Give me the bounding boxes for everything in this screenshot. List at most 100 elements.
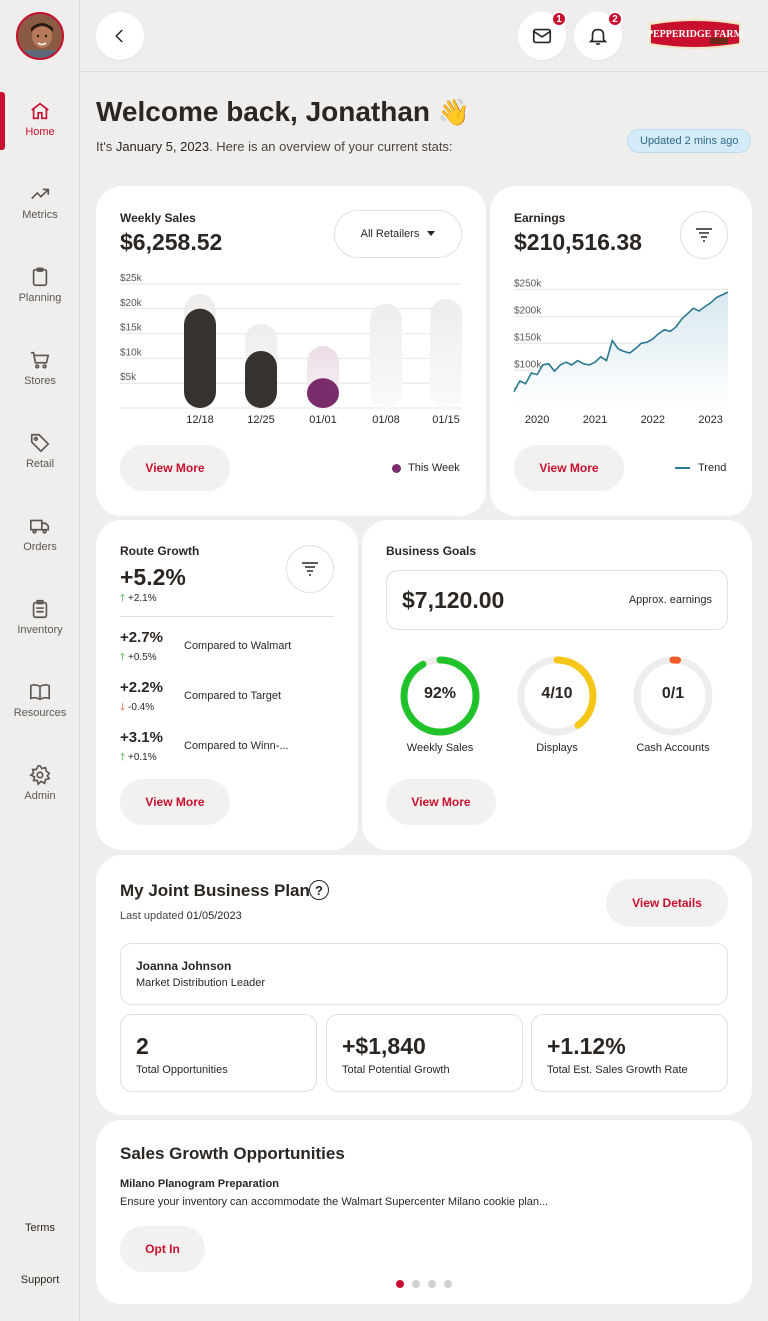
business-goals-view-more-button[interactable]: View More bbox=[386, 779, 496, 825]
opportunity-title: Milano Planogram Preparation bbox=[120, 1178, 279, 1190]
jbp-stat-card: +$1,840 Total Potential Growth bbox=[326, 1014, 523, 1092]
weekly-sales-chart: $5k $10k $15k $20k $25k 12/18 12/25 01/01 01/08 0… bbox=[120, 274, 462, 426]
wave-emoji: 👋 bbox=[437, 97, 471, 127]
book-icon bbox=[30, 684, 50, 701]
support-link[interactable]: Support bbox=[20, 1274, 60, 1286]
sidebar-item-resources[interactable]: Resources bbox=[0, 673, 80, 733]
x-tick-label: 01/08 bbox=[372, 414, 400, 426]
trend-line bbox=[513, 291, 729, 393]
goal-ring-value: 92% bbox=[423, 685, 457, 702]
x-tick-label: 2020 bbox=[525, 414, 549, 426]
help-icon[interactable]: ? bbox=[309, 880, 329, 900]
jbp-stat-card: 2 Total Opportunities bbox=[120, 1014, 317, 1092]
bar-track bbox=[370, 303, 402, 408]
x-tick-label: 01/01 bbox=[309, 414, 337, 426]
jbp-updated-date: 01/05/2023 bbox=[186, 910, 242, 922]
bar bbox=[184, 308, 216, 408]
y-tick-label: $100k bbox=[514, 359, 542, 370]
truck-icon bbox=[30, 519, 50, 534]
goal-ring-value: 0/1 bbox=[661, 685, 685, 702]
sidebar-item-inventory[interactable]: Inventory bbox=[0, 590, 80, 650]
retailer-dropdown[interactable]: All Retailers bbox=[334, 210, 462, 258]
sales-growth-opportunities-card: Sales Growth Opportunities Milano Planog… bbox=[96, 1120, 752, 1304]
earnings-label: Earnings bbox=[514, 211, 566, 225]
jbp-stat-value: +1.12% bbox=[547, 1033, 626, 1059]
mail-button[interactable]: 1 bbox=[518, 11, 567, 60]
weekly-sales-value: $6,258.52 bbox=[120, 229, 223, 255]
goal-ring-graphic bbox=[633, 656, 713, 736]
sidebar-item-label: Metrics bbox=[22, 209, 58, 221]
route-row-label: Compared to Walmart bbox=[184, 640, 292, 652]
earnings-filter-button[interactable] bbox=[680, 211, 728, 259]
sidebar-item-label: Admin bbox=[24, 790, 56, 802]
current-date: January 5, 2023 bbox=[115, 139, 210, 154]
route-row-value: +2.2% bbox=[120, 679, 163, 696]
sidebar-item-orders[interactable]: Orders bbox=[0, 507, 80, 567]
route-growth-filter-button[interactable] bbox=[286, 545, 334, 593]
sidebar-item-planning[interactable]: Planning bbox=[0, 258, 80, 318]
goal-ring-label: Displays bbox=[536, 742, 578, 754]
y-tick-label: $10k bbox=[120, 347, 143, 358]
x-tick-label: 12/25 bbox=[247, 414, 275, 426]
jbp-updated-prefix: Last updated bbox=[120, 910, 187, 922]
carousel-dot[interactable] bbox=[396, 1280, 404, 1288]
earnings-legend: Trend bbox=[675, 462, 726, 474]
carousel-dot[interactable] bbox=[428, 1280, 436, 1288]
y-tick-label: $200k bbox=[514, 305, 542, 316]
legend-swatch bbox=[392, 463, 401, 473]
contact-name: Joanna Johnson bbox=[136, 959, 232, 973]
route-row-delta-value: +0.1% bbox=[127, 752, 157, 763]
route-row-value: +2.7% bbox=[120, 629, 163, 646]
carousel-dot[interactable] bbox=[444, 1280, 452, 1288]
back-button[interactable] bbox=[96, 12, 144, 60]
sidebar-item-home[interactable]: Home bbox=[0, 92, 80, 152]
legend-swatch bbox=[675, 467, 690, 469]
approx-earnings-label: Approx. earnings bbox=[628, 594, 712, 606]
sidebar-item-retail[interactable]: Retail bbox=[0, 424, 80, 484]
jbp-stat-label: Total Est. Sales Growth Rate bbox=[547, 1064, 688, 1076]
route-growth-delta: 🡑 +2.1% bbox=[120, 593, 157, 604]
avatar[interactable] bbox=[16, 12, 64, 60]
route-row-delta: 🡑 +0.1% bbox=[120, 752, 157, 763]
opt-in-button[interactable]: Opt In bbox=[120, 1226, 205, 1272]
updated-badge: Updated 2 mins ago bbox=[627, 129, 752, 153]
jbp-stat-card: +1.12% Total Est. Sales Growth Rate bbox=[531, 1014, 728, 1092]
jbp-contact: Joanna Johnson Market Distribution Leade… bbox=[120, 943, 728, 1005]
sidebar-item-metrics[interactable]: Metrics bbox=[0, 175, 80, 235]
y-tick-label: $5k bbox=[120, 372, 137, 383]
weekly-sales-view-more-button[interactable]: View More bbox=[120, 445, 230, 491]
y-tick-label: $15k bbox=[120, 323, 143, 334]
earnings-value: $210,516.38 bbox=[514, 229, 642, 255]
chevron-left-icon bbox=[115, 29, 123, 43]
welcome-title-text: Welcome back, Jonathan bbox=[96, 96, 431, 127]
goal-ring-label: Weekly Sales bbox=[406, 742, 474, 754]
joint-business-plan-card: My Joint Business Plan ? Last updated 01… bbox=[96, 855, 752, 1115]
cart-icon bbox=[30, 351, 50, 369]
divider bbox=[120, 616, 334, 617]
business-goals-label: Business Goals bbox=[386, 544, 477, 558]
weekly-sales-card: Weekly Sales $6,258.52 All Retailers $5k… bbox=[96, 186, 486, 516]
terms-link[interactable]: Terms bbox=[25, 1222, 55, 1234]
view-details-button[interactable]: View Details bbox=[606, 879, 728, 927]
sidebar-item-stores[interactable]: Stores bbox=[0, 341, 80, 401]
goal-ring: 0/1 bbox=[631, 654, 715, 738]
route-row-label: Compared to Target bbox=[184, 690, 282, 702]
y-tick-label: $250k bbox=[514, 278, 542, 289]
route-growth-view-more-button[interactable]: View More bbox=[120, 779, 230, 825]
mail-badge: 1 bbox=[551, 11, 567, 27]
goal-ring-progress bbox=[633, 656, 713, 736]
pepperidge-farm-logo[interactable]: PEPPERIDGE FARM bbox=[646, 18, 744, 52]
weekly-sales-legend: This Week bbox=[392, 462, 460, 474]
gear-icon bbox=[29, 765, 51, 786]
carousel-dot[interactable] bbox=[412, 1280, 420, 1288]
sidebar-item-label: Planning bbox=[18, 292, 62, 304]
goal-ring-progress bbox=[517, 656, 597, 736]
notifications-button[interactable]: 2 bbox=[574, 11, 623, 60]
sidebar-item-admin[interactable]: Admin bbox=[0, 756, 80, 816]
sidebar-item-label: Inventory bbox=[17, 624, 63, 636]
sidebar-item-label: Stores bbox=[24, 375, 56, 387]
earnings-view-more-button[interactable]: View More bbox=[514, 445, 624, 491]
top-bar: 1 2 PEPPERIDGE FARM bbox=[80, 0, 768, 72]
bar bbox=[245, 350, 277, 408]
